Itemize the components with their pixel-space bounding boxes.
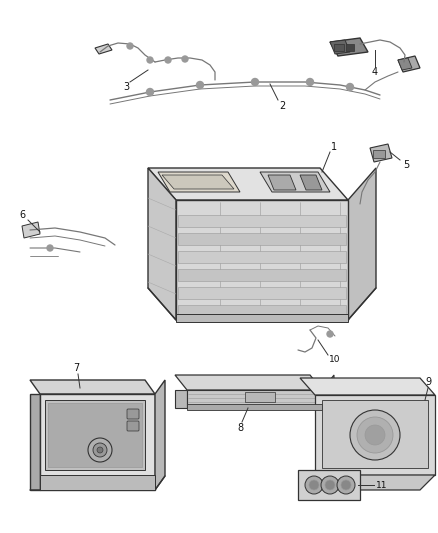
Circle shape bbox=[88, 438, 112, 462]
Circle shape bbox=[341, 480, 351, 490]
Circle shape bbox=[197, 82, 204, 88]
Polygon shape bbox=[370, 144, 392, 162]
Polygon shape bbox=[322, 375, 334, 408]
Polygon shape bbox=[187, 390, 322, 408]
Circle shape bbox=[325, 480, 335, 490]
Circle shape bbox=[321, 476, 339, 494]
Polygon shape bbox=[30, 380, 155, 394]
Text: 1: 1 bbox=[331, 142, 337, 152]
Polygon shape bbox=[30, 394, 40, 490]
FancyBboxPatch shape bbox=[127, 409, 139, 419]
Text: 8: 8 bbox=[237, 423, 243, 433]
Polygon shape bbox=[148, 168, 348, 200]
Polygon shape bbox=[178, 287, 346, 299]
Circle shape bbox=[305, 476, 323, 494]
Polygon shape bbox=[300, 175, 322, 190]
Polygon shape bbox=[48, 403, 142, 467]
Text: 5: 5 bbox=[403, 160, 409, 170]
Polygon shape bbox=[178, 233, 346, 245]
Polygon shape bbox=[178, 251, 346, 263]
Circle shape bbox=[147, 57, 153, 63]
Polygon shape bbox=[315, 395, 435, 475]
Circle shape bbox=[127, 43, 133, 49]
Circle shape bbox=[97, 447, 103, 453]
Circle shape bbox=[327, 331, 333, 337]
Circle shape bbox=[93, 443, 107, 457]
Polygon shape bbox=[330, 38, 368, 56]
Circle shape bbox=[251, 78, 258, 85]
Text: 4: 4 bbox=[372, 67, 378, 77]
Polygon shape bbox=[158, 172, 240, 192]
Polygon shape bbox=[330, 40, 350, 54]
Polygon shape bbox=[95, 44, 112, 54]
Polygon shape bbox=[148, 168, 176, 320]
Polygon shape bbox=[162, 175, 234, 189]
Text: 10: 10 bbox=[329, 356, 341, 365]
Bar bbox=[373, 150, 385, 158]
Text: 2: 2 bbox=[279, 101, 285, 111]
Polygon shape bbox=[175, 390, 187, 408]
Polygon shape bbox=[176, 314, 348, 322]
Circle shape bbox=[309, 480, 319, 490]
Circle shape bbox=[307, 78, 314, 85]
Circle shape bbox=[350, 410, 400, 460]
Bar bbox=[346, 44, 354, 51]
Circle shape bbox=[146, 88, 153, 95]
Polygon shape bbox=[300, 378, 435, 395]
Text: 7: 7 bbox=[73, 363, 79, 373]
Circle shape bbox=[357, 417, 393, 453]
Polygon shape bbox=[178, 269, 346, 281]
Polygon shape bbox=[22, 222, 40, 238]
Polygon shape bbox=[322, 400, 428, 468]
Circle shape bbox=[182, 56, 188, 62]
Bar bbox=[245, 392, 275, 402]
Polygon shape bbox=[398, 58, 412, 70]
Polygon shape bbox=[268, 175, 296, 190]
Polygon shape bbox=[398, 56, 420, 72]
Circle shape bbox=[365, 425, 385, 445]
Circle shape bbox=[165, 57, 171, 63]
Text: 3: 3 bbox=[123, 82, 129, 92]
Polygon shape bbox=[178, 215, 346, 227]
Circle shape bbox=[47, 245, 53, 251]
Polygon shape bbox=[40, 475, 155, 490]
Polygon shape bbox=[348, 168, 376, 320]
Bar bbox=[334, 44, 344, 51]
Polygon shape bbox=[155, 380, 165, 490]
FancyBboxPatch shape bbox=[127, 421, 139, 431]
Text: 11: 11 bbox=[376, 481, 388, 489]
Circle shape bbox=[346, 84, 353, 91]
Polygon shape bbox=[40, 394, 155, 490]
Circle shape bbox=[337, 476, 355, 494]
Polygon shape bbox=[45, 400, 145, 470]
Polygon shape bbox=[178, 305, 346, 317]
Text: 9: 9 bbox=[425, 377, 431, 387]
Polygon shape bbox=[175, 375, 322, 390]
Polygon shape bbox=[300, 475, 435, 490]
Text: 6: 6 bbox=[19, 210, 25, 220]
Polygon shape bbox=[298, 470, 360, 500]
Polygon shape bbox=[260, 172, 330, 192]
Polygon shape bbox=[187, 404, 322, 410]
Polygon shape bbox=[176, 200, 348, 320]
